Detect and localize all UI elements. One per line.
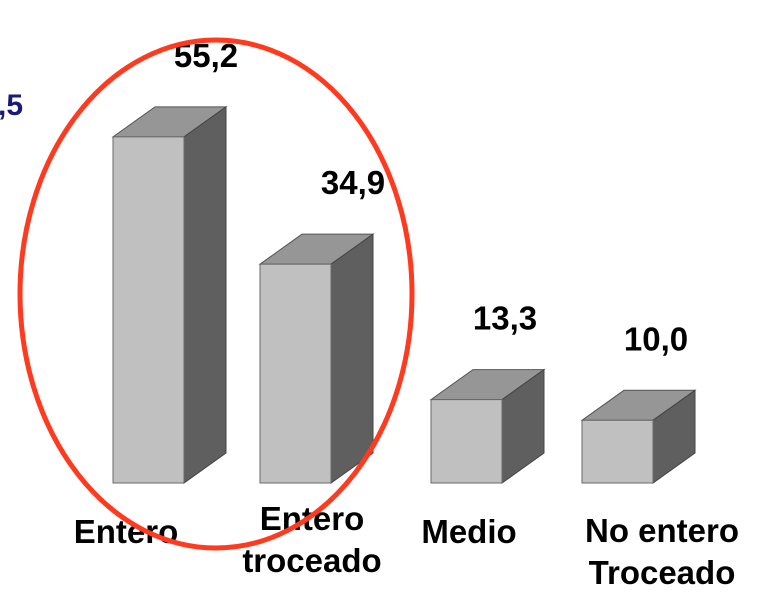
- bar-value-label: 10,0: [624, 320, 688, 357]
- bar-front-face: [259, 263, 332, 484]
- bar: [111, 105, 228, 484]
- category-label: Medio: [421, 513, 516, 550]
- bars-layer: [111, 105, 697, 484]
- category-label: Entero troceado: [242, 500, 381, 579]
- bar-value-label: 34,9: [321, 164, 385, 201]
- bar-front-face: [112, 136, 185, 484]
- bar-side-face: [183, 105, 227, 484]
- bar: [429, 368, 546, 484]
- bar-side-face: [330, 233, 374, 484]
- bar-front-face: [430, 399, 503, 484]
- highlight-ellipse: [17, 37, 415, 551]
- bar: [580, 389, 697, 484]
- bar-front-face: [581, 419, 654, 484]
- bar: [258, 233, 375, 484]
- category-label: No entero Troceado: [585, 512, 739, 591]
- value-labels-layer: 55,234,913,310,0: [174, 37, 688, 357]
- partial-value-label: ,5: [0, 89, 23, 122]
- bar-value-label: 13,3: [473, 300, 537, 337]
